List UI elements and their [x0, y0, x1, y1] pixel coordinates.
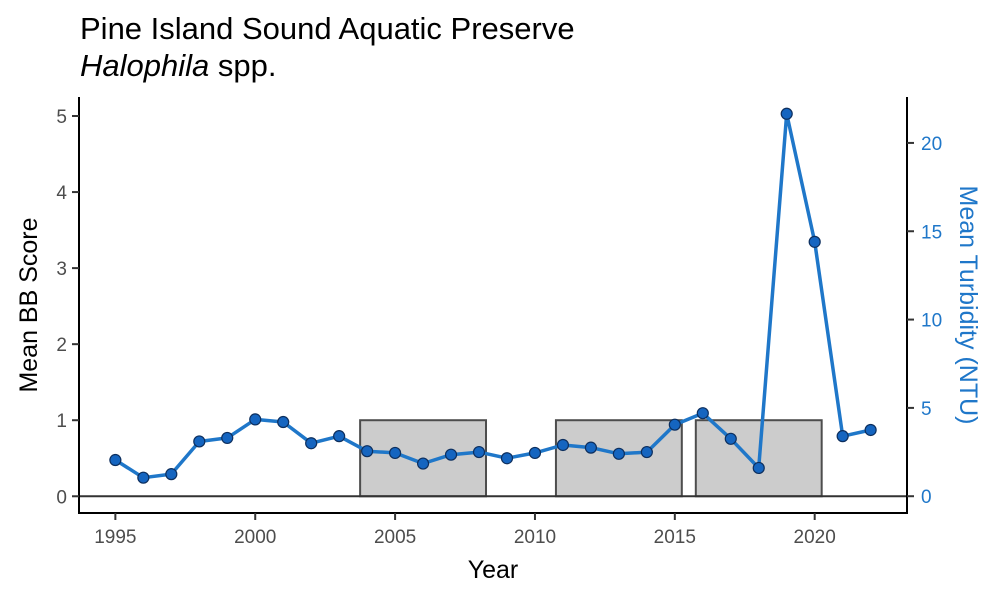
x-tick-label: 2015 — [654, 527, 696, 548]
x-tick-label: 2000 — [234, 527, 276, 548]
turbidity-point — [249, 413, 262, 426]
turbidity-point — [808, 235, 821, 248]
turbidity-point — [333, 430, 346, 443]
subtitle-suffix: spp. — [209, 48, 276, 83]
y-tick-label: 3 — [56, 259, 67, 280]
turbidity-point — [556, 438, 570, 452]
turbidity-point — [221, 431, 234, 445]
turbidity-point — [780, 107, 793, 120]
turbidity-point — [305, 437, 318, 450]
turbidity-point — [640, 445, 653, 459]
turbidity-point — [472, 445, 486, 459]
turbidity-point — [668, 418, 681, 431]
turbidity-point — [165, 468, 178, 481]
turbidity-point — [444, 448, 458, 461]
y-tick-label: 1 — [56, 411, 67, 432]
turbidity-point — [193, 435, 206, 448]
x-tick-label: 2005 — [374, 527, 416, 548]
turbidity-point — [137, 471, 150, 484]
turbidity-point — [724, 432, 737, 445]
y-tick-label: 2 — [56, 335, 67, 356]
turbidity-point — [836, 430, 849, 443]
y-tick-label: 5 — [56, 107, 67, 128]
turbidity-point — [752, 461, 765, 475]
turbidity-point — [612, 447, 625, 460]
x-axis-title: Year — [468, 556, 519, 584]
left-axis-ticks: 0 1 2 3 4 5 — [56, 107, 79, 508]
turbidity-point — [584, 441, 598, 454]
y-tick-label: 0 — [56, 487, 67, 508]
y-tick-label: 4 — [56, 183, 67, 204]
x-tick-label: 2010 — [514, 527, 556, 548]
y2-axis-title: Mean Turbidity (NTU) — [954, 186, 982, 425]
turbidity-point — [109, 453, 122, 467]
y2-tick-label: 15 — [921, 222, 942, 243]
subtitle-species: Halophila — [80, 48, 209, 83]
y-axis-title: Mean BB Score — [15, 217, 43, 392]
chart-subtitle: Halophila spp. — [80, 48, 276, 83]
turbidity-point — [500, 452, 514, 465]
turbidity-point — [528, 446, 542, 460]
turbidity-line — [114, 112, 871, 480]
x-tick-label: 2020 — [794, 527, 836, 548]
turbidity-point — [361, 445, 374, 458]
line-series-layer — [109, 107, 877, 484]
x-tick-label: 1995 — [94, 527, 136, 548]
bars-layer — [359, 419, 823, 498]
turbidity-point — [864, 423, 877, 437]
y2-tick-label: 0 — [921, 487, 932, 508]
turbidity-point — [416, 457, 430, 470]
turbidity-point — [277, 415, 290, 429]
x-axis-ticks: 1995 2000 2005 2010 2015 2020 — [94, 513, 836, 548]
y2-tick-label: 5 — [921, 399, 932, 420]
turbidity-point — [696, 407, 709, 420]
y2-tick-label: 10 — [921, 311, 942, 332]
turbidity-point — [388, 446, 402, 460]
y2-tick-label: 20 — [921, 134, 942, 155]
right-axis-ticks: 0 5 10 15 20 — [907, 134, 942, 508]
chart-title: Pine Island Sound Aquatic Preserve — [80, 11, 575, 46]
